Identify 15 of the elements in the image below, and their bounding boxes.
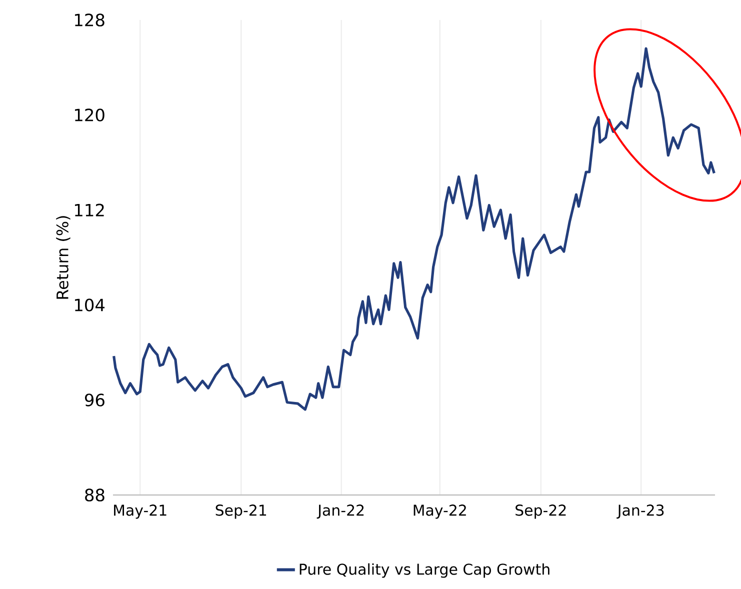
- x-tick-label: Sep-22: [516, 504, 566, 519]
- line-series: [112, 47, 716, 411]
- y-axis-title: Return (%): [56, 216, 70, 299]
- legend-label: Pure Quality vs Large Cap Growth: [300, 563, 550, 578]
- y-tick-label: 128: [75, 14, 104, 26]
- x-tick-label: May-21: [114, 504, 166, 519]
- y-tick-label: 88: [85, 488, 104, 502]
- x-tick-label: Sep-21: [216, 504, 266, 519]
- x-tick-label: May-22: [414, 504, 466, 519]
- y-tick-label: 96: [84, 394, 104, 406]
- x-tick-label: Jan-23: [616, 504, 664, 519]
- y-tick-label: 104: [75, 298, 105, 312]
- x-tick-label: Jan-22: [316, 504, 364, 519]
- y-tick-label: 112: [75, 204, 104, 216]
- y-tick-label: 120: [75, 108, 104, 122]
